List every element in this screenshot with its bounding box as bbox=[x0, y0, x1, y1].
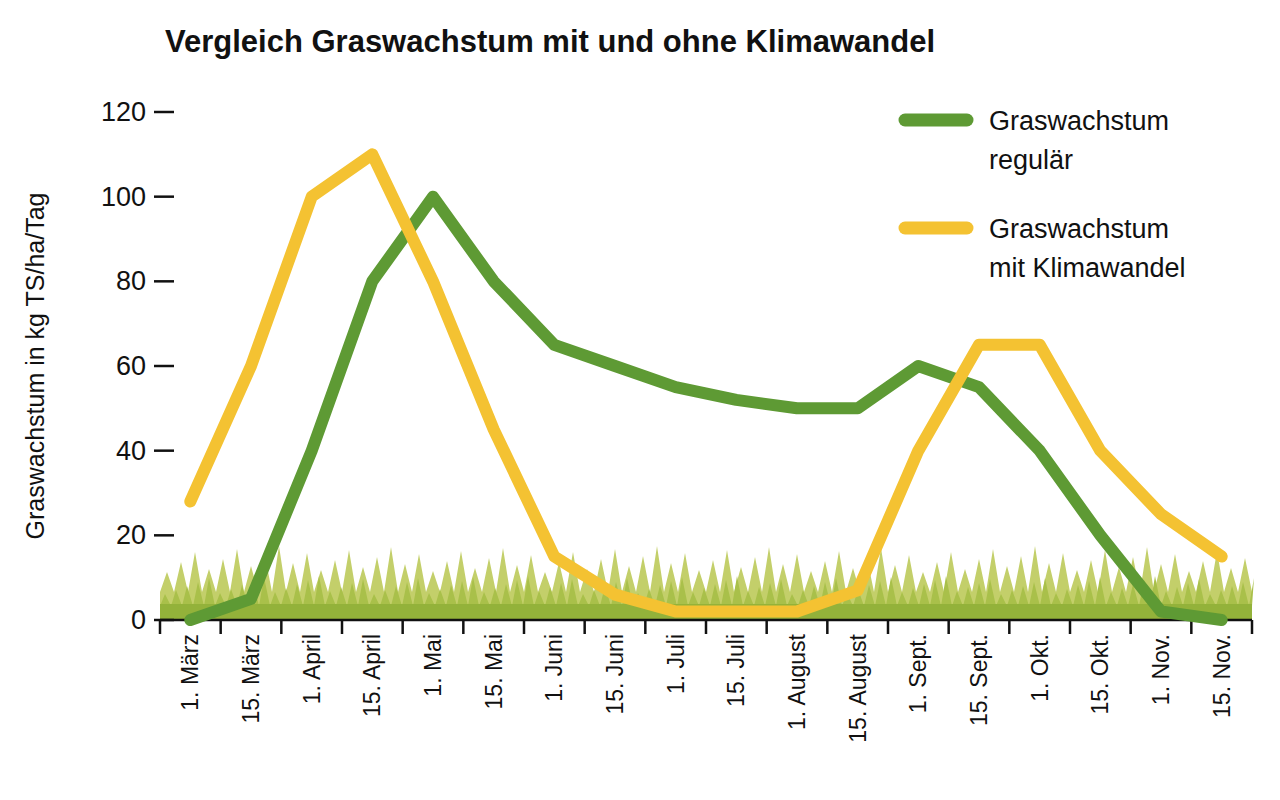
x-tick-label: 1. Juli bbox=[663, 634, 689, 694]
x-tick bbox=[705, 620, 708, 634]
x-tick-label: 15. April bbox=[359, 634, 385, 717]
x-tick-label: 1. Okt. bbox=[1027, 634, 1053, 702]
x-tick-label: 15. Juli bbox=[723, 634, 749, 707]
y-axis-line bbox=[160, 112, 161, 620]
y-tick-label: 120 bbox=[101, 97, 146, 127]
x-tick bbox=[341, 620, 344, 634]
y-tick-label: 0 bbox=[131, 605, 146, 635]
x-tick bbox=[219, 620, 222, 634]
x-tick-label: 1. Mai bbox=[420, 634, 446, 697]
x-tick bbox=[523, 620, 526, 634]
x-tick bbox=[1069, 620, 1072, 634]
x-tick-label: 1. Juni bbox=[541, 634, 567, 702]
x-tick bbox=[1251, 620, 1254, 634]
x-tick-label: 15. Juni bbox=[602, 634, 628, 715]
y-tick-label: 80 bbox=[116, 266, 146, 296]
y-tick-label: 60 bbox=[116, 351, 146, 381]
title: Vergleich Graswachstum mit und ohne Klim… bbox=[165, 24, 935, 59]
x-tick-label: 1. April bbox=[299, 634, 325, 704]
x-tick-label: 15. Sept. bbox=[966, 634, 992, 726]
x-tick bbox=[1190, 620, 1193, 634]
x-tick-label: 15. Nov. bbox=[1209, 634, 1235, 718]
legend-label: Graswachstumregulär bbox=[989, 106, 1169, 175]
y-tick bbox=[154, 111, 174, 114]
x-tick bbox=[887, 620, 890, 634]
y-tick bbox=[154, 534, 174, 537]
x-tick bbox=[644, 620, 647, 634]
x-tick bbox=[401, 620, 404, 634]
x-tick bbox=[1129, 620, 1132, 634]
y-axis-label: Graswachstum in kg TS/ha/Tag bbox=[21, 193, 49, 540]
y-tick-label: 40 bbox=[116, 436, 146, 466]
x-tick-label: 1. März bbox=[177, 634, 203, 711]
x-tick bbox=[583, 620, 586, 634]
y-tick-label: 100 bbox=[101, 182, 146, 212]
x-tick-label: 1. August bbox=[784, 633, 810, 730]
x-tick-label: 15. März bbox=[238, 634, 264, 723]
x-tick bbox=[159, 620, 162, 634]
x-tick-label: 15. Mai bbox=[481, 634, 507, 709]
x-tick-label: 1. Nov. bbox=[1148, 634, 1174, 705]
y-tick-label: 20 bbox=[116, 520, 146, 550]
legend-swatch bbox=[905, 222, 967, 235]
x-tick bbox=[462, 620, 465, 634]
legend-label: Graswachstummit Klimawandel bbox=[989, 214, 1186, 283]
x-tick bbox=[765, 620, 768, 634]
series-line bbox=[190, 197, 1221, 620]
legend: Graswachstumregulär Graswachstummit Klima… bbox=[905, 106, 1186, 283]
legend-swatch bbox=[905, 114, 967, 127]
chart: Vergleich Graswachstum mit und ohne Klim… bbox=[0, 0, 1280, 800]
x-tick-label: 1. Sept. bbox=[905, 634, 931, 713]
x-tick-label: 15. August bbox=[845, 633, 871, 742]
y-tick bbox=[154, 280, 174, 283]
series-line bbox=[190, 154, 1221, 611]
x-tick-label: 15. Okt. bbox=[1087, 634, 1113, 715]
x-tick bbox=[280, 620, 283, 634]
y-tick bbox=[154, 449, 174, 452]
x-tick bbox=[826, 620, 829, 634]
x-tick bbox=[1008, 620, 1011, 634]
x-tick bbox=[947, 620, 950, 634]
y-tick bbox=[154, 365, 174, 368]
series-group bbox=[190, 154, 1221, 620]
y-tick bbox=[154, 195, 174, 198]
